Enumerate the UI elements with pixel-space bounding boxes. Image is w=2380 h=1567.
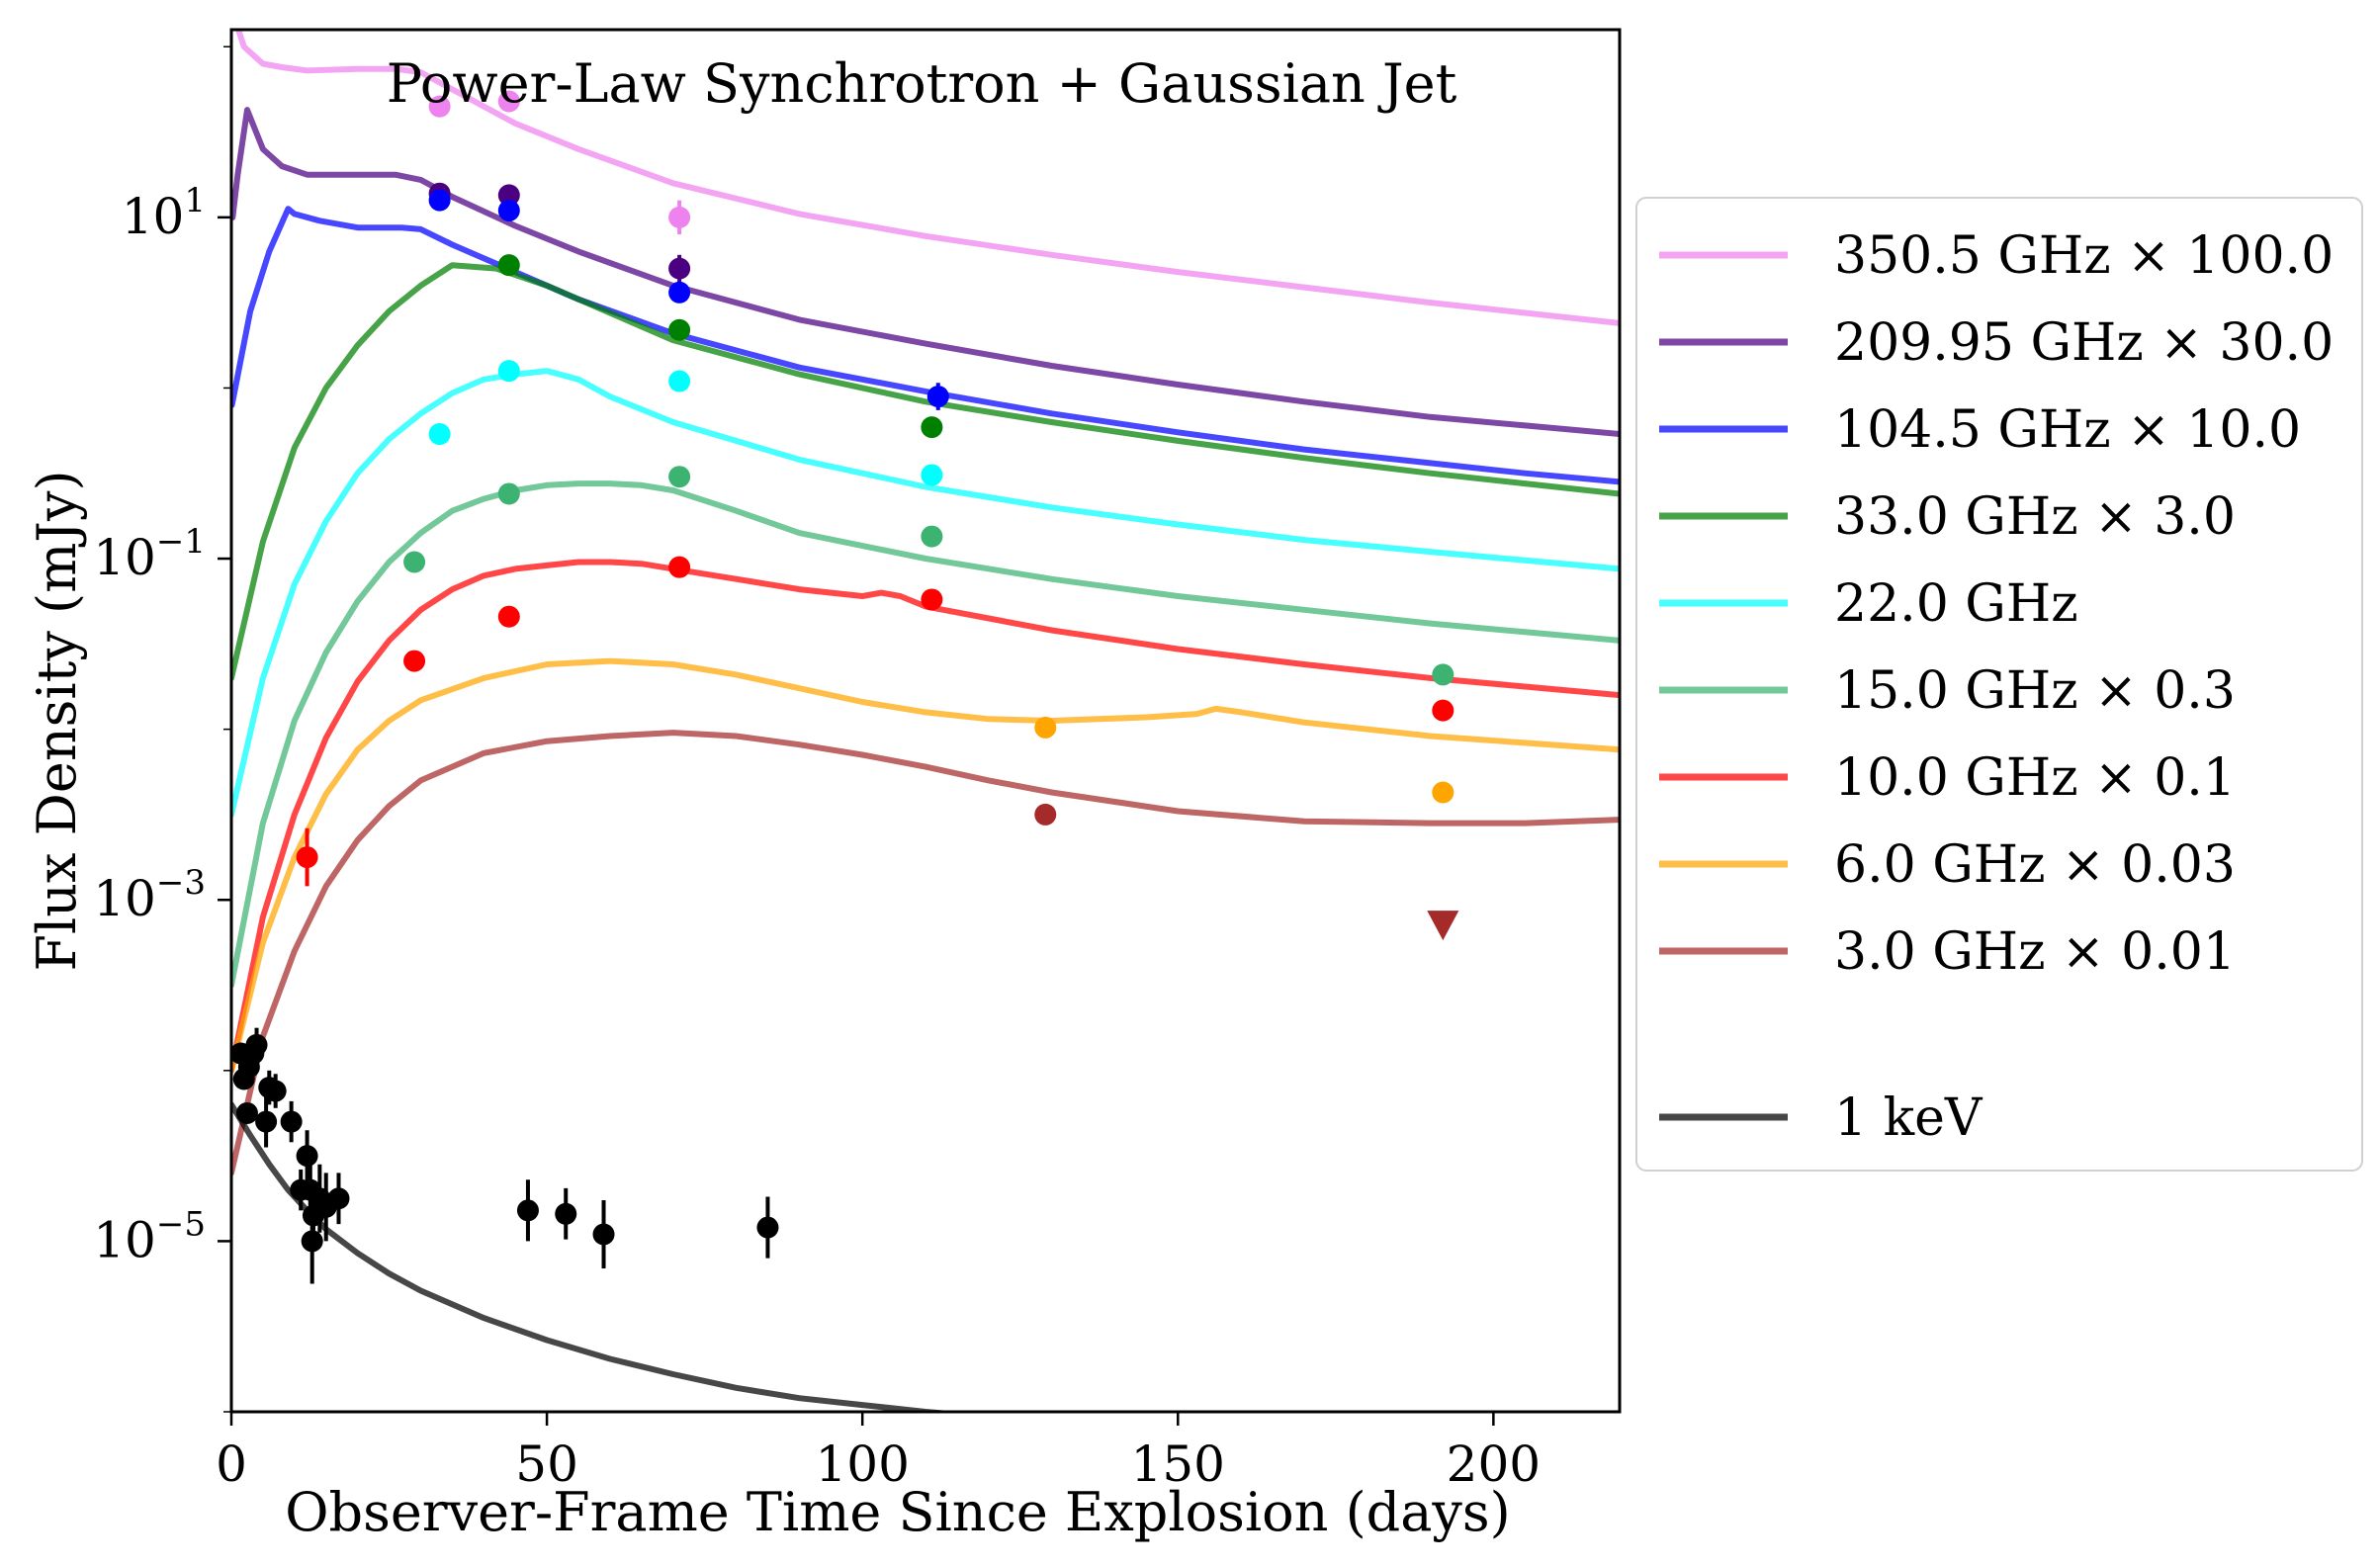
legend-label-8: 3.0 GHz × 0.01 bbox=[1834, 922, 2236, 982]
data-point-9-21 bbox=[756, 1216, 779, 1239]
data-point-6-2 bbox=[497, 605, 520, 628]
data-point-9-6 bbox=[255, 1110, 278, 1133]
legend-label-5: 15.0 GHz × 0.3 bbox=[1834, 661, 2236, 721]
data-point-5-1 bbox=[497, 482, 520, 505]
model-line-5 bbox=[231, 480, 1620, 989]
data-point-0-1 bbox=[497, 90, 520, 113]
legend-label-4: 22.0 GHz bbox=[1834, 574, 2078, 634]
data-point-9-11 bbox=[296, 1145, 318, 1168]
x-tick-label: 150 bbox=[1131, 1436, 1225, 1493]
data-point-5-4 bbox=[1432, 663, 1454, 686]
data-point-7-1 bbox=[1432, 781, 1454, 804]
axis-ticks: 0 50 100 150 200 10−5 10−3 10−1 101 bbox=[93, 45, 1541, 1493]
data-point-4-0 bbox=[428, 423, 451, 446]
plot-area bbox=[229, 30, 1620, 1412]
chart-title: Power-Law Synchrotron + Gaussian Jet bbox=[387, 52, 1457, 115]
legend-label-9: 1 keV bbox=[1834, 1088, 1983, 1148]
model-line-4 bbox=[231, 368, 1620, 818]
data-point-2-0 bbox=[428, 189, 451, 212]
y-axis-title: Flux Density (mJy) bbox=[26, 470, 88, 971]
data-point-0-0 bbox=[428, 95, 451, 118]
data-point-9-19 bbox=[555, 1202, 577, 1225]
y-tick-label: 101 bbox=[122, 181, 206, 245]
model-line-8 bbox=[231, 730, 1620, 1176]
data-point-6-0 bbox=[296, 846, 318, 869]
data-point-5-3 bbox=[921, 525, 943, 548]
data-point-9-17 bbox=[327, 1187, 350, 1210]
data-point-0-2 bbox=[668, 206, 691, 228]
legend-label-2: 104.5 GHz × 10.0 bbox=[1834, 400, 2301, 460]
x-tick-label: 50 bbox=[515, 1436, 578, 1493]
data-point-4-2 bbox=[668, 370, 691, 392]
legend-label-0: 350.5 GHz × 100.0 bbox=[1834, 226, 2334, 286]
x-tick-label: 200 bbox=[1447, 1436, 1541, 1493]
legend: 350.5 GHz × 100.0 209.95 GHz × 30.0 104.5 … bbox=[1635, 197, 2363, 1172]
upper-limit-marker-8-0 bbox=[1427, 911, 1459, 941]
data-point-1-1 bbox=[497, 184, 520, 207]
data-point-7-0 bbox=[1034, 716, 1057, 739]
x-axis-title: Observer-Frame Time Since Explosion (day… bbox=[285, 1481, 1510, 1543]
data-point-4-3 bbox=[921, 464, 943, 486]
data-point-3-1 bbox=[668, 318, 691, 341]
model-line-0 bbox=[234, 30, 1620, 326]
data-point-9-20 bbox=[592, 1223, 615, 1246]
x-tick-label: 0 bbox=[216, 1436, 247, 1493]
data-point-2-2 bbox=[668, 281, 691, 304]
y-tick-label: 10−5 bbox=[93, 1204, 206, 1268]
model-line-1 bbox=[231, 107, 1620, 437]
data-point-6-4 bbox=[921, 588, 943, 611]
x-tick-label: 100 bbox=[815, 1436, 909, 1493]
data-point-5-2 bbox=[668, 466, 691, 488]
data-point-9-18 bbox=[516, 1199, 539, 1222]
plot-frame bbox=[229, 28, 1622, 1414]
legend-label-1: 209.95 GHz × 30.0 bbox=[1834, 313, 2334, 373]
legend-label-6: 10.0 GHz × 0.1 bbox=[1834, 748, 2236, 808]
legend-label-3: 33.0 GHz × 3.0 bbox=[1834, 487, 2236, 547]
data-point-6-5 bbox=[1432, 699, 1454, 722]
data-point-1-2 bbox=[668, 257, 691, 280]
data-point-6-3 bbox=[668, 556, 691, 578]
y-tick-label: 10−3 bbox=[93, 863, 206, 927]
data-point-3-2 bbox=[921, 416, 943, 439]
data-point-3-0 bbox=[497, 254, 520, 277]
model-line-9 bbox=[231, 1101, 962, 1412]
data-point-2-1 bbox=[497, 199, 520, 221]
data-point-2-3 bbox=[926, 386, 949, 408]
data-point-9-8 bbox=[264, 1080, 287, 1102]
data-point-4-1 bbox=[497, 360, 520, 383]
model-line-6 bbox=[231, 559, 1620, 1074]
data-point-9-2 bbox=[235, 1101, 258, 1124]
model-line-7 bbox=[231, 657, 1620, 1074]
data-point-5-0 bbox=[403, 551, 426, 573]
legend-box bbox=[1635, 197, 2363, 1172]
data-point-8-0 bbox=[1034, 803, 1057, 826]
y-tick-label: 10−1 bbox=[93, 522, 206, 586]
data-point-9-9 bbox=[280, 1110, 303, 1133]
data-point-6-1 bbox=[403, 650, 426, 672]
data-point-9-5 bbox=[245, 1033, 268, 1056]
legend-label-7: 6.0 GHz × 0.03 bbox=[1834, 835, 2236, 895]
model-line-3 bbox=[231, 262, 1620, 681]
